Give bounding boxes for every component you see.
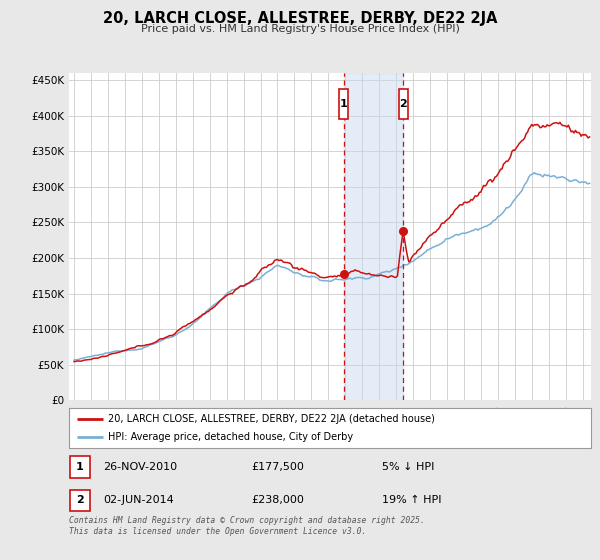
- Text: Price paid vs. HM Land Registry's House Price Index (HPI): Price paid vs. HM Land Registry's House …: [140, 24, 460, 34]
- Text: 20, LARCH CLOSE, ALLESTREE, DERBY, DE22 2JA: 20, LARCH CLOSE, ALLESTREE, DERBY, DE22 …: [103, 11, 497, 26]
- Text: 20, LARCH CLOSE, ALLESTREE, DERBY, DE22 2JA (detached house): 20, LARCH CLOSE, ALLESTREE, DERBY, DE22 …: [108, 414, 435, 423]
- FancyBboxPatch shape: [70, 456, 90, 478]
- Bar: [344, 73, 403, 400]
- Text: HPI: Average price, detached house, City of Derby: HPI: Average price, detached house, City…: [108, 432, 353, 442]
- FancyBboxPatch shape: [339, 89, 348, 119]
- Text: 2: 2: [400, 99, 407, 109]
- Text: 02-JUN-2014: 02-JUN-2014: [103, 495, 173, 505]
- Text: Contains HM Land Registry data © Crown copyright and database right 2025.
This d: Contains HM Land Registry data © Crown c…: [69, 516, 425, 536]
- FancyBboxPatch shape: [398, 89, 408, 119]
- Text: 5% ↓ HPI: 5% ↓ HPI: [382, 462, 434, 472]
- Text: £177,500: £177,500: [252, 462, 305, 472]
- Text: 1: 1: [76, 462, 84, 472]
- Text: 1: 1: [340, 99, 347, 109]
- Text: 19% ↑ HPI: 19% ↑ HPI: [382, 495, 442, 505]
- FancyBboxPatch shape: [70, 489, 90, 511]
- Text: 26-NOV-2010: 26-NOV-2010: [103, 462, 177, 472]
- Text: 2: 2: [76, 495, 84, 505]
- Text: £238,000: £238,000: [252, 495, 305, 505]
